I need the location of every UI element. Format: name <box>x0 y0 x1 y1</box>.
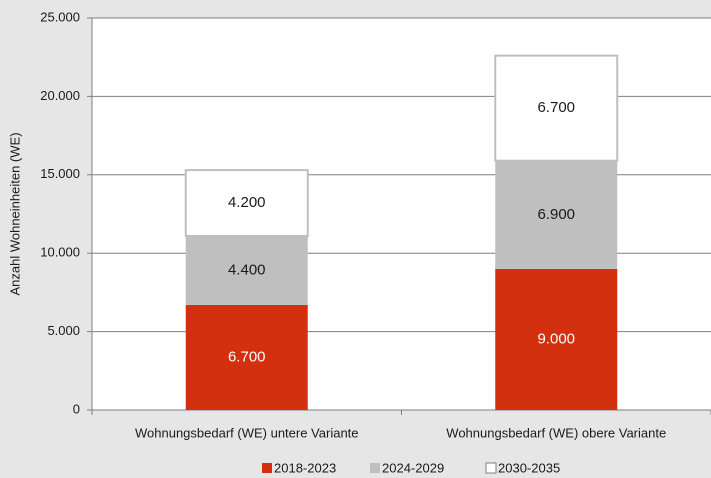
x-tick-label: Wohnungsbedarf (WE) untere Variante <box>135 425 359 440</box>
y-tick-label: 20.000 <box>40 88 80 103</box>
y-tick-label: 25.000 <box>40 9 80 24</box>
legend-label: 2024-2029 <box>382 460 444 475</box>
bar-segment <box>185 235 308 305</box>
x-tick-label: Wohnungsbedarf (WE) obere Variante <box>446 425 666 440</box>
legend-swatch <box>262 463 272 473</box>
data-label: 6.700 <box>537 99 575 116</box>
bar-segment <box>494 54 619 162</box>
data-label: 9.000 <box>537 330 575 347</box>
y-tick-label: 0 <box>73 401 80 416</box>
legend-label: 2018-2023 <box>274 460 336 475</box>
bar-segment <box>184 169 309 237</box>
y-tick-label: 10.000 <box>40 245 80 260</box>
y-axis-label: Anzahl Wohneinheiten (WE) <box>7 132 22 295</box>
y-tick-label: 15.000 <box>40 166 80 181</box>
legend-label: 2030-2035 <box>498 460 560 475</box>
bar-segment <box>495 268 618 410</box>
y-tick-label: 5.000 <box>47 323 80 338</box>
data-label: 6.900 <box>537 206 575 223</box>
data-label: 4.400 <box>228 261 266 278</box>
data-label: 6.700 <box>228 348 266 365</box>
bar-segment <box>185 304 308 410</box>
legend-swatch <box>370 463 380 473</box>
legend-swatch <box>485 462 497 474</box>
data-label: 4.200 <box>228 194 266 211</box>
bar-segment <box>495 160 618 269</box>
